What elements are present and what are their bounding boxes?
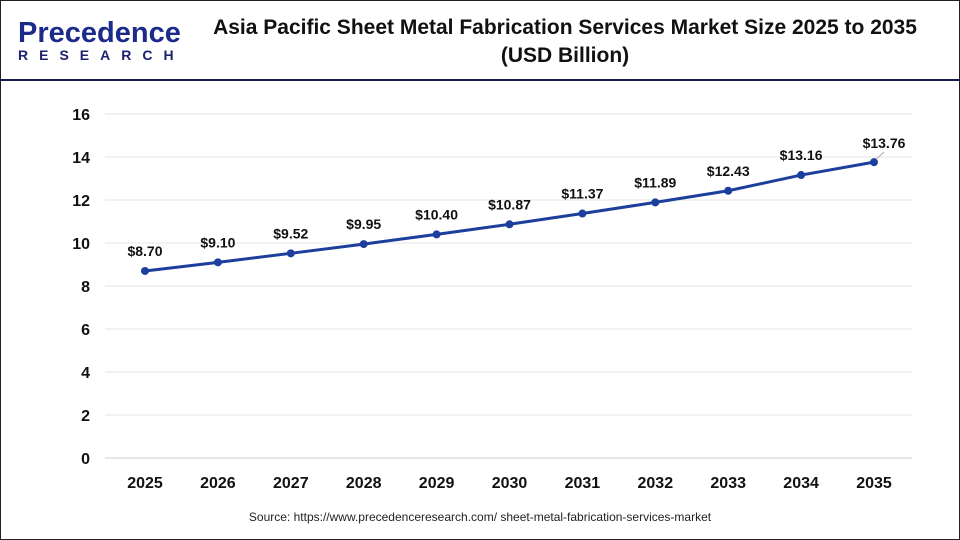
logo-line1: Precedence [18,17,181,49]
data-point [578,209,587,218]
x-tick-label: 2029 [419,475,455,492]
data-point [213,258,222,267]
chart-title: Asia Pacific Sheet Metal Fabrication Ser… [190,14,940,70]
y-tick-label: 10 [72,236,90,253]
logo: Precedence RESEARCH [18,18,185,62]
data-point [505,220,514,229]
header-divider [0,79,960,81]
y-tick-label: 16 [72,107,90,124]
data-label: $8.70 [127,243,162,259]
data-label: $13.16 [780,147,823,163]
x-tick-label: 2026 [200,475,236,492]
x-tick-label: 2035 [856,475,892,492]
y-tick-label: 2 [81,408,90,425]
y-tick-label: 0 [81,451,90,468]
data-label: $13.76 [863,135,906,151]
data-point [651,198,660,207]
x-tick-label: 2027 [273,475,309,492]
y-tick-label: 12 [72,193,90,210]
x-tick-label: 2025 [127,475,163,492]
y-tick-label: 4 [81,365,90,382]
data-label: $9.52 [273,225,308,241]
x-tick-label: 2031 [565,475,601,492]
data-point [870,158,878,167]
x-tick-label: 2034 [783,475,819,492]
data-point [286,249,295,258]
logo-line2: RESEARCH [18,47,185,63]
data-point [432,230,441,239]
data-label: $11.37 [561,186,603,202]
x-tick-label: 2030 [492,475,528,492]
series-line [144,160,875,273]
source-note: Source: https://www.precedenceresearch.c… [248,510,712,524]
data-point [141,266,149,275]
y-tick-label: 14 [72,150,90,167]
data-point [724,186,733,195]
y-tick-label: 6 [81,322,90,339]
x-tick-label: 2032 [638,475,674,492]
data-label: $11.89 [634,174,676,190]
data-label: $10.87 [488,196,531,212]
x-tick-label: 2033 [710,475,746,492]
data-label: $9.95 [346,216,381,232]
y-tick-label: 8 [81,279,90,296]
data-label: $9.10 [200,234,235,250]
data-label: $12.43 [707,163,750,179]
data-point [797,171,806,180]
title-line1: Asia Pacific Sheet Metal Fabrication Ser… [213,16,917,39]
data-label: $10.40 [415,206,458,222]
title-line2: (USD Billion) [500,44,630,67]
leader-line [875,151,885,160]
x-tick-label: 2028 [346,475,382,492]
data-point [359,240,368,249]
